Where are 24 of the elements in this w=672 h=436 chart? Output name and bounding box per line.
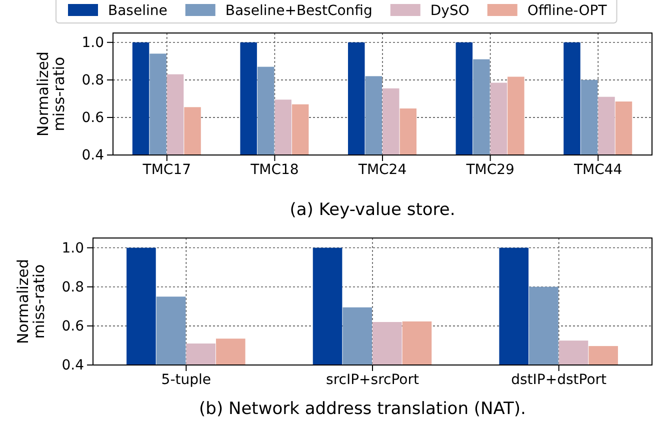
text: (b) Network address translation (NAT). (199, 399, 526, 419)
legend-label: Offline-OPT (527, 3, 608, 19)
text: (a) Key-value store. (290, 200, 456, 220)
x-tick-label: TMC24 (357, 162, 407, 178)
legend-label: Baseline+BestConfig (225, 3, 372, 19)
x-tick-label: srcIP+srcPort (326, 372, 420, 388)
y-tick-label: 0.6 (62, 318, 84, 334)
y-axis-title: Normalized miss-ratio (14, 258, 48, 344)
x-tick-label: TMC17 (142, 162, 192, 178)
y-tick-label: 0.8 (62, 279, 84, 296)
x-tick-label: TMC44 (572, 162, 622, 178)
y-tick-label: 0.8 (82, 72, 104, 88)
y-tick-label: 0.4 (82, 147, 104, 164)
legend-label: DySO (430, 3, 470, 19)
y-tick-label: 1.0 (82, 34, 104, 51)
x-tick-label: dstIP+dstPort (511, 372, 608, 388)
x-tick-label: 5-tuple (161, 372, 212, 388)
y-axis-title: Normalized miss-ratio (34, 51, 68, 137)
y-tick-label: 0.6 (82, 110, 104, 126)
y-tick-label: 1.0 (62, 240, 84, 256)
y-tick-label: 0.4 (62, 357, 84, 374)
legend-label: Baseline (108, 3, 168, 19)
x-tick-label: TMC18 (250, 162, 299, 178)
x-tick-label: TMC29 (465, 162, 514, 178)
